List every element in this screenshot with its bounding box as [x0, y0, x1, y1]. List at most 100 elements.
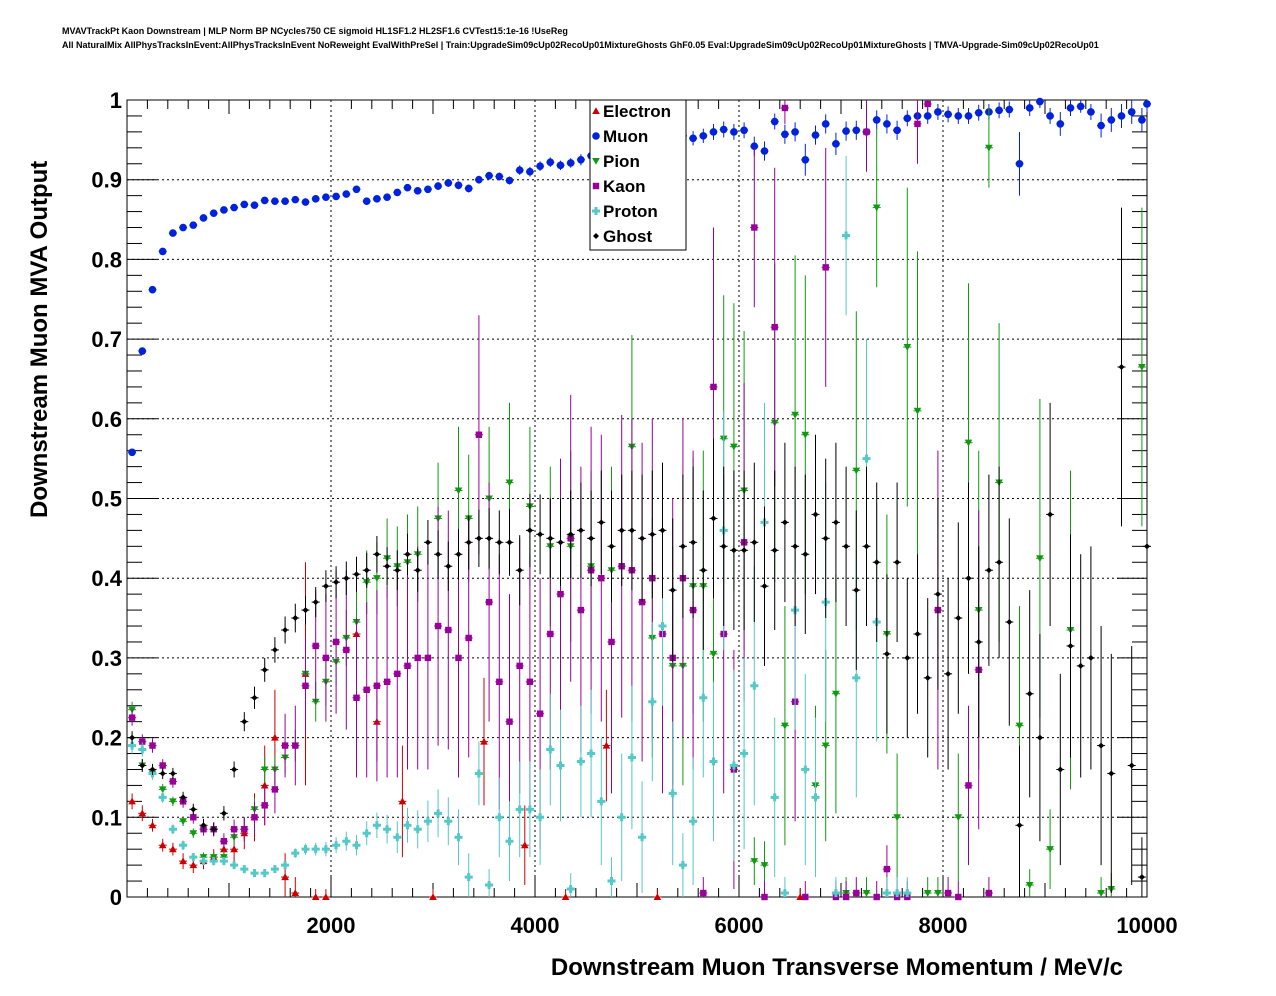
- data-point: [863, 128, 870, 136]
- data-point: [893, 814, 901, 822]
- data-point: [597, 797, 606, 806]
- data-point: [292, 742, 299, 749]
- data-point: [1087, 654, 1094, 661]
- data-point: [189, 221, 198, 229]
- data-point: [598, 575, 605, 582]
- data-point: [128, 741, 137, 750]
- data-point: [180, 794, 187, 801]
- legend-marker: [592, 157, 600, 165]
- x-tick-label: 8000: [919, 913, 968, 938]
- legend-label: Pion: [603, 152, 640, 171]
- data-point: [791, 411, 799, 419]
- data-point: [373, 551, 380, 558]
- data-point: [230, 845, 238, 853]
- data-point: [1025, 104, 1034, 112]
- y-tick-label: 0.9: [91, 168, 122, 193]
- data-point: [1118, 363, 1125, 370]
- data-point: [576, 757, 585, 766]
- data-point: [179, 857, 187, 865]
- data-point: [241, 718, 248, 725]
- data-point: [139, 738, 146, 745]
- data-point: [302, 607, 309, 614]
- data-point: [894, 559, 901, 566]
- data-point: [393, 833, 402, 842]
- data-point: [1076, 102, 1085, 111]
- data-point: [557, 539, 564, 546]
- data-point: [995, 106, 1003, 115]
- data-point: [373, 682, 381, 689]
- data-point: [893, 889, 902, 898]
- data-point: [220, 838, 228, 845]
- data-point: [914, 630, 921, 637]
- data-point: [383, 678, 391, 686]
- data-point: [934, 108, 942, 116]
- series-ghost: [128, 207, 1151, 897]
- data-point: [322, 654, 330, 662]
- data-point: [853, 587, 860, 594]
- data-point: [209, 857, 218, 866]
- data-point: [506, 539, 513, 546]
- data-point: [801, 431, 810, 439]
- data-point: [1057, 766, 1064, 773]
- data-point: [179, 841, 188, 850]
- legend-marker: [592, 132, 600, 140]
- data-point: [862, 889, 871, 897]
- header-line-1: MVAVTrackPt Kaon Downstream | MLP Norm B…: [62, 26, 568, 36]
- data-point: [311, 893, 320, 901]
- data-point: [435, 551, 442, 558]
- data-point: [1005, 105, 1014, 114]
- data-point: [128, 714, 136, 721]
- data-point: [159, 770, 166, 777]
- data-point: [546, 745, 555, 754]
- data-point: [985, 567, 992, 574]
- data-point: [210, 826, 217, 833]
- data-point: [189, 853, 198, 862]
- data-point: [709, 128, 718, 136]
- data-point: [536, 710, 544, 717]
- data-point: [220, 206, 228, 214]
- data-point: [883, 120, 891, 128]
- data-point: [179, 818, 187, 826]
- data-point: [751, 224, 758, 231]
- legend-label: Kaon: [603, 177, 646, 196]
- data-point: [362, 829, 371, 838]
- data-point: [516, 662, 523, 670]
- data-point: [547, 630, 554, 638]
- x-tick-label: 10000: [1116, 913, 1177, 938]
- data-point: [383, 193, 391, 202]
- data-point: [996, 559, 1003, 566]
- data-point: [730, 128, 738, 136]
- data-point: [822, 264, 829, 271]
- data-point: [832, 140, 840, 148]
- data-point: [720, 543, 727, 550]
- data-point: [404, 662, 411, 670]
- data-point: [168, 825, 177, 834]
- y-axis-label: Downstream Muon MVA Output: [26, 161, 53, 518]
- data-point: [709, 650, 718, 658]
- data-point: [1138, 874, 1145, 881]
- data-point: [751, 539, 758, 546]
- legend-marker: [592, 207, 600, 215]
- data-point: [301, 845, 310, 854]
- tick-labels: 2000 4000 6000 8000 10000 0 0.1 0.2 0.3 0.4 0.5 0.6…: [91, 88, 1177, 938]
- data-point: [729, 761, 738, 770]
- data-point: [322, 583, 329, 590]
- data-point: [602, 741, 611, 749]
- data-point: [230, 826, 238, 833]
- data-point: [434, 182, 442, 190]
- data-point: [561, 893, 570, 901]
- data-point: [1016, 822, 1023, 829]
- legend-marker: [592, 182, 600, 190]
- data-point: [271, 733, 279, 741]
- data-point: [521, 841, 529, 849]
- data-point: [710, 383, 717, 391]
- data-point: [852, 467, 861, 475]
- data-point: [638, 833, 647, 842]
- data-point: [363, 567, 370, 574]
- data-point: [639, 535, 646, 542]
- data-point: [689, 134, 697, 143]
- data-point: [169, 770, 176, 777]
- data-point: [281, 861, 290, 870]
- data-point: [955, 893, 962, 901]
- data-point: [199, 214, 208, 222]
